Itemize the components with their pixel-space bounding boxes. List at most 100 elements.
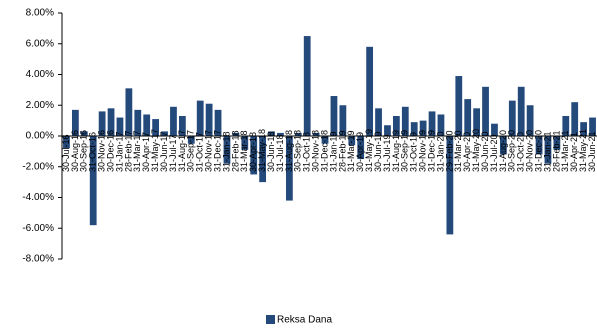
bar bbox=[89, 136, 97, 226]
x-tick-label: 31-Aug-18 bbox=[284, 130, 294, 172]
x-tick-label: 31-Jul-19 bbox=[382, 134, 392, 172]
x-tick-label: 31-Jul-17 bbox=[168, 134, 178, 172]
x-tick-label: 30-Nov-20 bbox=[525, 130, 535, 172]
x-tick-label: 31-Jan-17 bbox=[114, 131, 124, 172]
bar bbox=[410, 122, 418, 136]
bar bbox=[71, 109, 79, 136]
x-tick-label: 28-Feb-18 bbox=[230, 130, 240, 172]
bar bbox=[259, 136, 267, 183]
bar bbox=[303, 36, 311, 136]
bar bbox=[223, 136, 231, 164]
x-tick-label: 30-Dec-16 bbox=[105, 130, 115, 172]
x-tick-label: 30-Sep-19 bbox=[400, 130, 410, 172]
bar bbox=[125, 88, 133, 136]
x-tick-label: 28-Feb-19 bbox=[337, 130, 347, 172]
x-tick-label: 31-Aug-19 bbox=[391, 130, 401, 172]
bar bbox=[562, 116, 570, 136]
bar bbox=[134, 109, 142, 136]
bar bbox=[161, 131, 168, 136]
bar bbox=[589, 117, 596, 136]
bar bbox=[196, 100, 204, 136]
x-tick-label: 31-Mar-19 bbox=[346, 130, 356, 172]
x-tick-label: 30-Nov-16 bbox=[97, 130, 107, 172]
bar bbox=[241, 136, 249, 150]
bar bbox=[366, 46, 374, 137]
x-tick-label: 31-Oct-18 bbox=[302, 132, 312, 172]
bar bbox=[464, 99, 472, 136]
x-tick-label: 31-Mar-17 bbox=[132, 130, 142, 172]
x-tick-label: 31-Jan-21 bbox=[542, 131, 552, 172]
x-tick-label: 31-May-17 bbox=[150, 129, 160, 172]
bar bbox=[294, 132, 302, 136]
x-tick-label: 31-Jul-18 bbox=[275, 134, 285, 172]
x-tick-label: 31-Oct-20 bbox=[516, 132, 526, 172]
bar bbox=[214, 109, 222, 136]
x-tick-label: 31-Mar-18 bbox=[239, 130, 249, 172]
x-tick-label: 31-May-21 bbox=[578, 129, 588, 172]
x-tick-label: 30-Apr-20 bbox=[462, 132, 472, 172]
bar bbox=[526, 105, 534, 136]
x-tick-label: 30-Nov-18 bbox=[311, 130, 321, 172]
bar bbox=[63, 136, 70, 149]
bar bbox=[491, 123, 498, 136]
x-tick-label: 31-May-18 bbox=[257, 129, 267, 172]
y-tick-label: -4.00% bbox=[22, 192, 54, 203]
y-tick-label: -6.00% bbox=[22, 223, 54, 234]
x-tick-label: 30-Sep-18 bbox=[293, 130, 303, 172]
x-tick-label: 28-Feb-17 bbox=[123, 130, 133, 172]
x-tick-label: 31-May-20 bbox=[471, 129, 481, 172]
y-tick-label: 8.00% bbox=[26, 8, 54, 19]
x-tick-label: 31-Mar-20 bbox=[453, 130, 463, 172]
bar bbox=[580, 122, 588, 136]
bar bbox=[553, 136, 561, 150]
bar bbox=[392, 116, 400, 136]
bar bbox=[482, 86, 489, 136]
x-tick-label: 31-Oct-17 bbox=[195, 132, 205, 172]
x-tick-label: 30-Jul-16 bbox=[61, 134, 71, 172]
x-tick-label: 30-Aug-16 bbox=[70, 130, 80, 172]
bar bbox=[143, 114, 151, 136]
x-tick-label: 30-Sep-16 bbox=[79, 130, 89, 172]
x-tick-label: 31-Jan-18 bbox=[221, 131, 231, 172]
x-tick-label: 31-Mar-21 bbox=[560, 130, 570, 172]
bar bbox=[508, 100, 516, 136]
bar bbox=[437, 114, 445, 136]
bar bbox=[571, 102, 579, 136]
bar bbox=[544, 136, 552, 164]
x-tick-label: 30-Jun-19 bbox=[373, 131, 383, 172]
bar bbox=[232, 132, 240, 136]
bar bbox=[348, 136, 356, 146]
bar bbox=[250, 136, 258, 175]
x-tick-label: 31-Oct-16 bbox=[88, 132, 98, 172]
x-tick-label: 28-Feb-21 bbox=[551, 130, 561, 172]
bar bbox=[187, 136, 195, 144]
x-tick-label: 30-Jun-21 bbox=[587, 131, 597, 172]
bar bbox=[446, 136, 454, 235]
bar bbox=[330, 96, 338, 136]
y-tick-label: -2.00% bbox=[22, 161, 54, 172]
bar bbox=[277, 132, 284, 136]
bar bbox=[116, 117, 124, 136]
legend-label: Reksa Dana bbox=[277, 315, 332, 326]
bar bbox=[357, 136, 365, 160]
x-tick-label: 31-Dec-19 bbox=[426, 130, 436, 172]
x-tick-label: 31-Aug-20 bbox=[498, 130, 508, 172]
x-tick-label: 31-Dec-20 bbox=[533, 130, 543, 172]
x-tick-label: 31-May-19 bbox=[364, 129, 374, 172]
bar bbox=[178, 116, 186, 136]
bar bbox=[384, 125, 391, 136]
bar bbox=[339, 105, 347, 136]
bar bbox=[312, 132, 320, 136]
x-tick-label: 30-Nov-19 bbox=[418, 130, 428, 172]
x-tick-label: 30-Apr-17 bbox=[141, 132, 151, 172]
bar bbox=[107, 108, 115, 136]
bar bbox=[401, 106, 409, 136]
x-tick-label: 30-Nov-17 bbox=[204, 130, 214, 172]
x-tick-label: 31-Dec-18 bbox=[319, 130, 329, 172]
x-tick-label: 31-Jan-19 bbox=[328, 131, 338, 172]
bar bbox=[535, 136, 543, 155]
bar bbox=[473, 108, 481, 136]
bar bbox=[80, 131, 88, 136]
